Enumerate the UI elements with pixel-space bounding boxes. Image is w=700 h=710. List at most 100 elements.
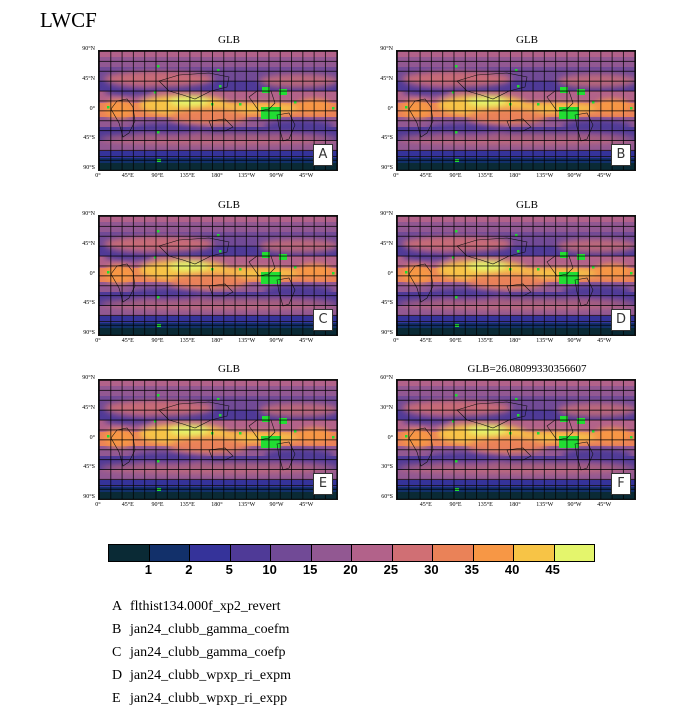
colorbar-tick-label: 20	[343, 562, 358, 577]
lon-tick-label: 90°W	[567, 338, 582, 344]
lon-tick-label: 135°E	[477, 173, 493, 179]
lat-tick-label: 90°S	[83, 494, 95, 500]
lon-tick-label: 135°E	[179, 502, 195, 508]
lat-tick-label: 45°N	[380, 75, 393, 82]
lat-tick-label: 30°S	[381, 464, 393, 471]
lwcf-field	[397, 380, 635, 499]
lon-tick-label: 90°E	[449, 173, 462, 179]
lwcf-field	[397, 51, 635, 170]
lon-tick-label: 135°E	[477, 502, 493, 508]
map-plot-area: C	[98, 215, 338, 336]
lwcf-field	[99, 380, 337, 499]
panel-title: GLB	[218, 34, 240, 46]
map-plot-area: A	[98, 50, 338, 171]
colorbar-segment	[271, 545, 312, 561]
colorbar-segment	[433, 545, 474, 561]
lwcf-field	[397, 216, 635, 335]
panel-letter-label: F	[611, 473, 631, 495]
lon-tick-label: 180°	[211, 338, 223, 344]
colorbar-segment	[554, 545, 594, 561]
colorbar-segment	[392, 545, 433, 561]
colorbar-tick-label: 45	[545, 562, 560, 577]
panel-title: GLB=26.08099330356607	[467, 363, 587, 375]
lon-tick-label: 180°	[509, 173, 521, 179]
panel-letter-label: E	[313, 473, 333, 495]
panel-title: GLB	[218, 199, 240, 211]
lat-tick-label: 90°N	[82, 211, 95, 217]
lon-tick-label: 45°W	[597, 338, 612, 344]
colorbar-segment	[190, 545, 231, 561]
colorbar-tick-label: 35	[464, 562, 479, 577]
lon-tick-label: 0°	[95, 338, 101, 344]
lon-tick-label: 0°	[95, 173, 101, 179]
lat-tick-label: 0°	[89, 105, 95, 112]
lon-tick-label: 90°E	[151, 338, 164, 344]
lon-tick-label: 90°E	[449, 502, 462, 508]
lon-tick-label: 45°W	[597, 173, 612, 179]
colorbar-tick-label: 15	[302, 562, 318, 577]
map-panel-e: GLB E 90°N 45°N 0° 45°S 90°S 0° 45°E 90°E 135°E 180…	[82, 363, 360, 519]
colorbar-segment	[514, 545, 555, 561]
lon-tick-label: 180°	[211, 173, 223, 179]
colorbar-tick-label: 2	[185, 562, 193, 577]
colorbar-segment	[311, 545, 352, 561]
figure-title: LWCF	[40, 8, 97, 32]
colorbar-segment	[473, 545, 514, 561]
panel-letter-label: C	[313, 309, 333, 331]
lat-tick-label: 45°N	[82, 240, 95, 247]
lat-tick-label: 30°N	[380, 404, 393, 411]
lon-tick-label: 45°W	[299, 173, 314, 179]
lon-tick-label: 45°W	[299, 338, 314, 344]
lon-tick-label: 90°W	[269, 502, 284, 508]
lon-tick-label: 135°E	[179, 173, 195, 179]
lon-tick-label: 90°E	[151, 173, 164, 179]
lat-tick-label: 90°S	[381, 330, 393, 336]
lon-tick-label: 135°W	[238, 173, 256, 179]
map-plot-area: E	[98, 379, 338, 500]
panel-letter-label: A	[313, 144, 333, 166]
map-plot-area: B	[396, 50, 636, 171]
legend-key: D	[112, 668, 123, 683]
lon-tick-label: 90°W	[269, 173, 284, 179]
lat-tick-label: 45°N	[82, 75, 95, 82]
lon-tick-label: 135°W	[536, 502, 554, 508]
colorbar-tick-label: 5	[225, 562, 233, 577]
legend-key: E	[112, 691, 121, 706]
lat-tick-label: 0°	[89, 434, 95, 441]
lat-tick-label: 45°N	[380, 240, 393, 247]
lat-tick-label: 45°S	[381, 300, 393, 307]
colorbar-segment	[230, 545, 271, 561]
lat-tick-label: 0°	[89, 270, 95, 277]
lon-tick-label: 135°W	[238, 338, 256, 344]
lwcf-field	[99, 51, 337, 170]
map-panel-a: GLB A 90°N 45°N 0° 45°S 90°S 0° 45°E 90°E 135°E 180…	[82, 34, 360, 190]
lon-tick-label: 45°E	[419, 502, 432, 508]
lon-tick-label: 90°W	[269, 338, 284, 344]
legend-experiment-name: flthist134.000f_xp2_revert	[130, 599, 281, 614]
lon-tick-label: 45°E	[121, 338, 134, 344]
lon-tick-label: 180°	[211, 502, 223, 508]
lon-tick-label: 0°	[393, 338, 399, 344]
lat-tick-label: 90°S	[83, 330, 95, 336]
panel-title: GLB	[516, 199, 538, 211]
lat-tick-label: 90°N	[380, 46, 393, 52]
lat-tick-label: 90°N	[82, 375, 95, 381]
legend-key: A	[112, 599, 123, 614]
lat-tick-label: 0°	[387, 434, 393, 441]
colorbar	[108, 544, 595, 562]
colorbar-tick-label: 30	[424, 562, 439, 577]
colorbar-tick-label: 40	[504, 562, 520, 577]
map-panel-b: GLB B 90°N 45°N 0° 45°S 90°S 0° 45°E 90°E 135°E 180…	[380, 34, 658, 190]
lon-tick-label: 135°W	[238, 502, 256, 508]
lon-tick-label: 0°	[393, 173, 399, 179]
lat-tick-label: 45°S	[83, 135, 95, 142]
legend-key: B	[112, 622, 122, 637]
lat-tick-label: 90°N	[380, 211, 393, 217]
map-plot-area: F	[396, 379, 636, 500]
panel-letter-label: B	[611, 144, 631, 166]
